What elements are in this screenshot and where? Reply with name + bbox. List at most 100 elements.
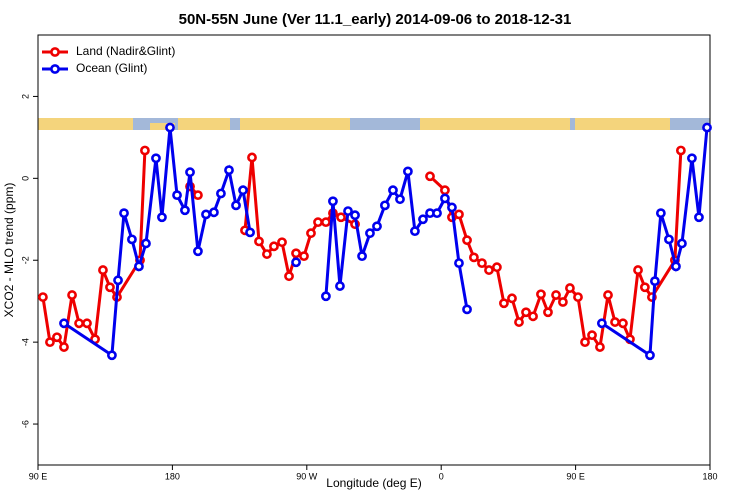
point: [140, 145, 150, 156]
point: [277, 237, 287, 248]
point: [105, 282, 115, 293]
point: [418, 214, 428, 225]
point: [372, 221, 382, 232]
point: [180, 205, 190, 216]
point: [365, 228, 375, 239]
point: [671, 261, 681, 272]
point: [507, 293, 517, 304]
point: [313, 217, 323, 228]
point: [231, 200, 241, 211]
point: [262, 249, 272, 259]
point: [402, 166, 413, 177]
point: [454, 209, 464, 220]
point: [469, 252, 479, 263]
y-axis-label: XCO2 - MLO trend (ppm): [2, 183, 16, 318]
point: [291, 248, 301, 259]
x-tick-label: 90 E: [29, 471, 48, 481]
point: [633, 265, 643, 275]
point: [119, 208, 129, 219]
point: [664, 234, 674, 245]
point: [702, 122, 712, 133]
point: [335, 281, 345, 291]
point: [350, 210, 360, 221]
point: [380, 200, 390, 211]
point: [499, 298, 509, 309]
point: [677, 238, 687, 249]
point: [343, 206, 353, 216]
point: [321, 217, 331, 228]
point: [151, 153, 161, 164]
point: [521, 307, 531, 318]
point: [321, 291, 331, 302]
point: [134, 261, 144, 272]
point: [172, 190, 182, 201]
legend-marker: [50, 64, 60, 74]
point: [655, 208, 666, 219]
point: [484, 265, 494, 275]
point: [59, 318, 69, 329]
point: [193, 190, 203, 201]
point: [328, 196, 338, 207]
point: [675, 145, 686, 156]
point: [388, 185, 398, 196]
point: [596, 318, 607, 329]
point: [209, 207, 219, 218]
point: [543, 307, 553, 318]
point: [425, 171, 435, 182]
point: [157, 212, 167, 223]
point: [247, 152, 257, 163]
point: [694, 212, 704, 223]
x-axis-label: Longitude (deg E): [326, 476, 421, 490]
y-tick-label: 2: [20, 94, 30, 99]
point: [238, 185, 248, 196]
point: [52, 332, 62, 343]
point: [299, 251, 309, 262]
x-tick-label: 180: [702, 471, 717, 481]
point: [193, 246, 203, 257]
point: [639, 282, 650, 293]
point: [185, 167, 195, 178]
point: [447, 202, 457, 213]
point: [558, 297, 568, 307]
point: [492, 262, 502, 273]
point: [395, 194, 405, 205]
point: [645, 350, 655, 361]
chart-title: 50N-55N June (Ver 11.1_early) 2014-09-06…: [179, 11, 572, 28]
point: [38, 292, 48, 302]
point: [357, 251, 367, 262]
point: [82, 318, 92, 329]
point: [462, 304, 472, 315]
y-tick-label: 0: [20, 176, 30, 181]
legend-marker: [50, 47, 60, 57]
point: [113, 275, 123, 286]
point: [410, 226, 420, 237]
point: [432, 208, 442, 219]
point: [336, 212, 346, 223]
point: [306, 228, 316, 239]
point: [284, 271, 294, 282]
point: [573, 292, 583, 302]
legend-label: Ocean (Glint): [76, 61, 147, 75]
point: [440, 185, 450, 196]
legend-label: Land (Nadir&Glint): [76, 44, 175, 58]
point: [201, 209, 211, 220]
y-tick-label: -2: [20, 256, 30, 264]
point: [254, 236, 264, 247]
x-tick-label: 0: [439, 471, 444, 481]
point: [74, 318, 84, 329]
point: [107, 350, 117, 361]
point: [127, 234, 137, 245]
point: [687, 153, 697, 164]
point: [587, 330, 597, 341]
point: [477, 258, 487, 269]
point: [462, 235, 472, 246]
point: [514, 317, 524, 327]
point: [440, 193, 450, 204]
point: [165, 122, 175, 133]
point: [565, 283, 575, 293]
point: [45, 337, 55, 348]
x-tick-label: 90 W: [296, 471, 318, 481]
point: [551, 290, 561, 300]
